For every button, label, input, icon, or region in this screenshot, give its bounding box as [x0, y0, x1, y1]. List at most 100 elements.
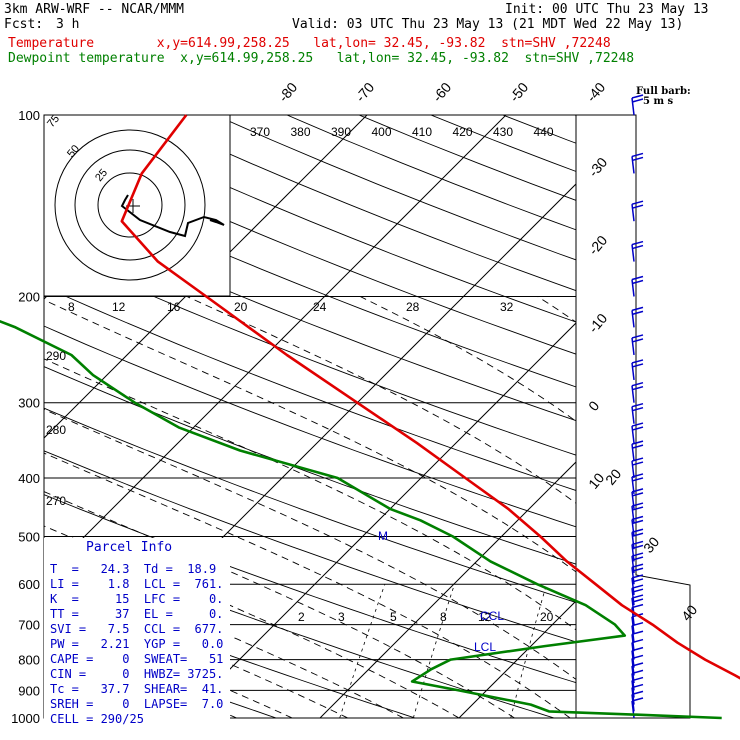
wind-barb-flag — [631, 156, 644, 162]
isotherm-line — [44, 115, 507, 578]
pressure-tick-label: 400 — [18, 471, 40, 486]
wind-barb-staff — [631, 505, 635, 524]
model-title: 3km ARW-WRF -- NCAR/MMM — [4, 2, 185, 17]
theta-e-label: 390 — [331, 125, 351, 139]
dry-adiabat-line — [719, 115, 740, 718]
wind-barb-flag — [631, 461, 644, 466]
moist-adiabat-line — [44, 556, 404, 718]
isotherm-label: -70 — [352, 79, 377, 105]
wind-barb-flag — [631, 492, 644, 497]
mixing-ratio-upper-label: 8 — [68, 300, 75, 314]
wind-barb-flag — [631, 603, 644, 609]
isotherm-line — [180, 322, 576, 718]
sounding-curves — [0, 114, 740, 720]
wind-barb-flag — [631, 422, 644, 427]
theta-e-label: 400 — [372, 125, 392, 139]
wind-barb-staff — [631, 444, 635, 462]
wind-barb-flag — [631, 406, 644, 412]
wind-barb-flag — [631, 240, 644, 246]
wind-barb-flag — [631, 662, 644, 667]
wind-barb-staff — [631, 460, 635, 479]
wind-barb-flag — [631, 690, 644, 696]
dewpoint-legend: Dewpoint temperature x,y=614.99,258.25 l… — [8, 51, 635, 66]
pressure-tick-label: 200 — [18, 290, 40, 305]
barb-panel-frame — [576, 114, 691, 719]
wind-barb-flag — [631, 646, 644, 652]
isotherm-line — [458, 600, 576, 718]
wind-barb-flag — [631, 669, 644, 675]
wind-barb-flag — [631, 152, 644, 158]
forecast-hour: 3 h — [56, 17, 80, 32]
wind-barb-staff — [631, 337, 635, 356]
theta-e-label: 410 — [412, 125, 432, 139]
wind-barb-staff — [631, 532, 635, 550]
parcel-row: LI = 1.8 LCL = 761. — [50, 577, 224, 591]
wind-barb-flag — [631, 200, 644, 205]
pressure-tick-label: 500 — [18, 529, 40, 544]
pressure-tick-label: 1000 — [11, 711, 40, 726]
dry-adiabat-line — [44, 209, 576, 422]
wind-barb-flag — [631, 578, 644, 583]
wind-barb-flag — [631, 594, 644, 599]
wind-barb-flag — [631, 310, 644, 316]
dry-adiabat-line — [647, 115, 740, 718]
hodograph-ring — [74, 149, 186, 261]
temperature-legend: Temperature x,y=614.99,258.25 lat,lon= 3… — [8, 36, 611, 51]
mixing-ratio-upper-label: 24 — [313, 300, 327, 314]
wind-barb-flag — [631, 381, 644, 387]
wind-barb-flag — [631, 426, 644, 431]
isotherm-line — [44, 115, 368, 439]
wind-barb-flag — [631, 515, 644, 521]
dry-adiabat-label: 280 — [46, 423, 66, 437]
parcel-info-title: Parcel Info — [86, 540, 173, 555]
dry-adiabat-label: 270 — [46, 494, 66, 508]
mixing-ratio-upper-label: 20 — [234, 300, 248, 314]
wind-barb-flag — [631, 584, 644, 589]
wind-barb-flag — [631, 306, 644, 312]
hodograph-ring — [97, 172, 163, 238]
hodograph-trace — [120, 194, 225, 238]
wind-barb-flag — [631, 385, 644, 391]
dry-adiabat-line — [44, 450, 576, 643]
wind-barb-staff — [631, 310, 635, 328]
wind-barb-flag — [631, 334, 644, 339]
wind-barb-flag — [631, 638, 644, 644]
dry-adiabat-line — [44, 172, 576, 388]
mixing-ratio-lower-label: 12 — [478, 610, 492, 624]
wind-barb-flag — [631, 244, 644, 250]
wind-barb-flag — [631, 588, 644, 593]
dry-adiabat-line — [44, 247, 576, 456]
dry-adiabat-line — [502, 115, 576, 144]
wind-barb-flag — [631, 279, 644, 285]
theta-e-label: 440 — [534, 125, 554, 139]
barb-key-line2: 5 m s — [643, 96, 674, 107]
wind-barb-flag — [631, 338, 644, 343]
wind-barb-flag — [631, 98, 644, 103]
wind-barb-flag — [631, 598, 644, 603]
pressure-tick-label: 700 — [18, 618, 40, 633]
isotherm-label: -50 — [506, 79, 531, 105]
isotherm-label: 10 — [585, 470, 607, 492]
mixing-ratio-upper-label: 32 — [500, 300, 514, 314]
wind-barb-staff — [631, 406, 635, 424]
wind-barb-flag — [631, 204, 644, 209]
wind-barbs — [631, 94, 644, 719]
wind-barb-flag — [631, 502, 644, 507]
wind-barb-staff — [631, 279, 635, 297]
forecast-label: Fcst: — [4, 17, 44, 32]
isotherm-label: 20 — [602, 466, 624, 488]
mixing-ratio-lower-label: 2 — [298, 610, 305, 624]
moist-adiabat-line — [359, 296, 576, 422]
wind-barb-flag — [631, 544, 644, 550]
pressure-tick-label: 100 — [18, 108, 40, 123]
theta-e-label: 370 — [250, 125, 270, 139]
dry-adiabat-line — [214, 115, 576, 261]
wind-barb-staff — [631, 244, 635, 262]
mixing-ratio-lower-label: 5 — [390, 610, 397, 624]
mixing-ratio-lower-label: 3 — [338, 610, 345, 624]
wind-barb-flag — [631, 532, 644, 537]
theta-e-label: 380 — [291, 125, 311, 139]
isotherm-line — [319, 461, 576, 718]
wind-barb-flag — [631, 94, 644, 99]
dry-adiabat-label: 290 — [46, 349, 66, 363]
